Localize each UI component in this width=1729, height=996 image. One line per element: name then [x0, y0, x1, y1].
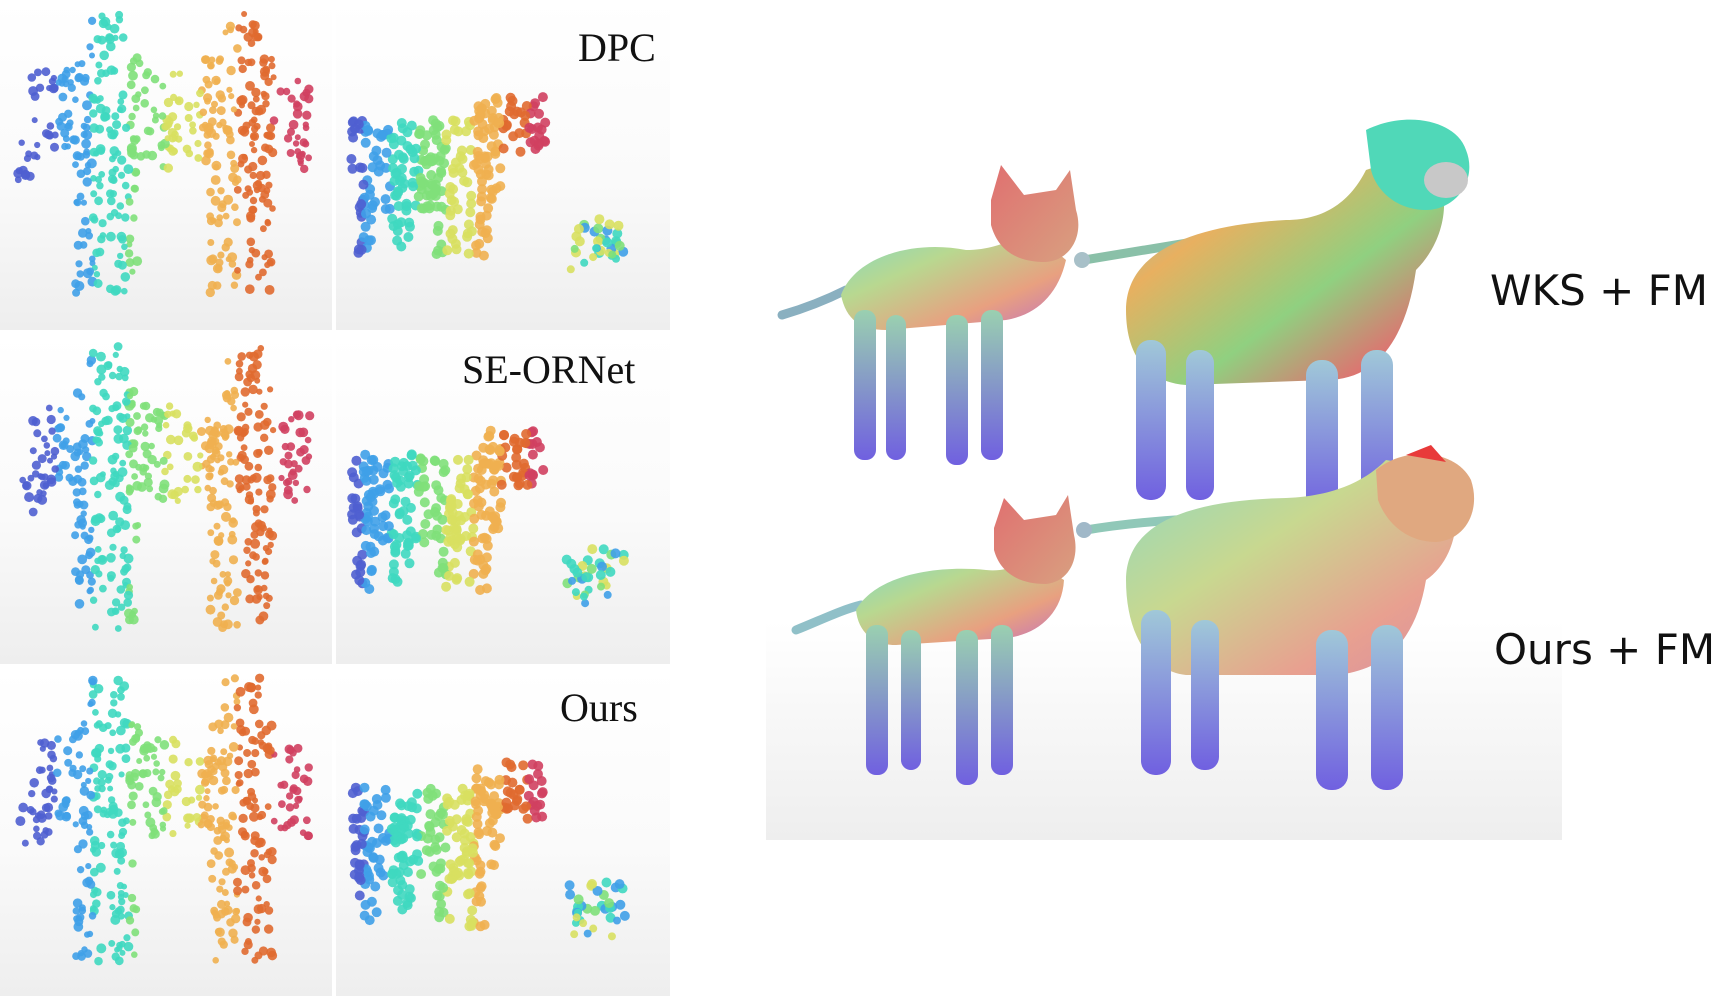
animal-pointcloud-panel-se-ornet	[336, 334, 670, 664]
cat-mesh-wks	[777, 165, 1079, 465]
human-pointcloud-dpc	[13, 10, 314, 298]
animal-pointcloud-panel-ours	[336, 668, 670, 996]
human-pointcloud-se-ornet	[19, 342, 315, 632]
row-label-wks-fm: WKS + FM	[1490, 266, 1709, 315]
mesh-correspondence-panel	[766, 110, 1562, 840]
animal-pointcloud-ours	[347, 757, 630, 941]
cat-mesh-ours	[791, 495, 1076, 785]
lion-mesh-wks	[1074, 119, 1470, 515]
human-pointcloud-panel-se-ornet	[0, 334, 332, 664]
method-label-se-ornet: SE-ORNet	[462, 347, 636, 392]
lion-mesh-ours	[1076, 445, 1475, 790]
human-pointcloud-panel-dpc	[0, 0, 332, 330]
animal-pointcloud-se-ornet	[347, 425, 629, 608]
mesh-correspondence-figure	[777, 119, 1475, 790]
human-pointcloud-panel-ours	[0, 668, 332, 996]
row-label-ours-fm: Ours + FM	[1494, 625, 1716, 674]
animal-pointcloud-panel-dpc	[336, 0, 670, 330]
method-label-ours: Ours	[560, 685, 638, 730]
animal-pointcloud-dpc	[346, 92, 629, 274]
method-label-dpc: DPC	[578, 25, 656, 70]
human-pointcloud-ours	[15, 673, 314, 966]
